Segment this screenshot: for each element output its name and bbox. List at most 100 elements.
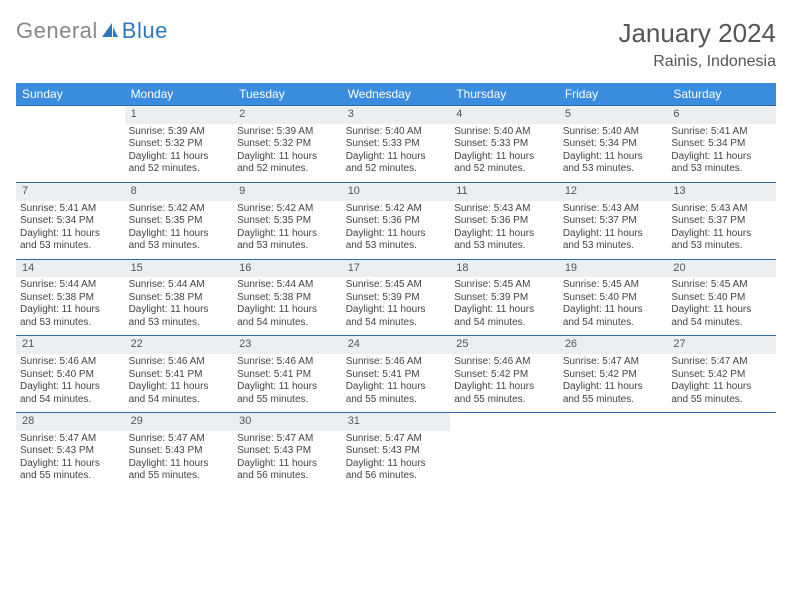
day-number-cell: 26 bbox=[559, 336, 668, 354]
daylight-text: Daylight: 11 hours bbox=[454, 151, 555, 164]
daylight-text-2: and 56 minutes. bbox=[237, 470, 338, 483]
day-data-cell: Sunrise: 5:47 AMSunset: 5:42 PMDaylight:… bbox=[667, 354, 776, 413]
day-number-cell: 17 bbox=[342, 259, 451, 277]
sunrise-text: Sunrise: 5:47 AM bbox=[237, 433, 338, 446]
day-data-cell: Sunrise: 5:39 AMSunset: 5:32 PMDaylight:… bbox=[125, 124, 234, 183]
day-data-cell: Sunrise: 5:45 AMSunset: 5:40 PMDaylight:… bbox=[667, 277, 776, 336]
sunset-text: Sunset: 5:38 PM bbox=[129, 292, 230, 305]
daylight-text: Daylight: 11 hours bbox=[237, 228, 338, 241]
sunrise-text: Sunrise: 5:43 AM bbox=[671, 203, 772, 216]
sunset-text: Sunset: 5:33 PM bbox=[454, 138, 555, 151]
day-data-row: Sunrise: 5:46 AMSunset: 5:40 PMDaylight:… bbox=[16, 354, 776, 413]
day-data-cell bbox=[667, 431, 776, 489]
day-data-cell: Sunrise: 5:41 AMSunset: 5:34 PMDaylight:… bbox=[16, 201, 125, 260]
daylight-text: Daylight: 11 hours bbox=[129, 151, 230, 164]
sunrise-text: Sunrise: 5:45 AM bbox=[671, 279, 772, 292]
logo-text-general: General bbox=[16, 18, 98, 44]
day-number-cell: 28 bbox=[16, 413, 125, 431]
daylight-text: Daylight: 11 hours bbox=[237, 381, 338, 394]
day-data-cell: Sunrise: 5:46 AMSunset: 5:41 PMDaylight:… bbox=[342, 354, 451, 413]
day-number-cell: 18 bbox=[450, 259, 559, 277]
daylight-text: Daylight: 11 hours bbox=[237, 151, 338, 164]
weekday-header: Tuesday bbox=[233, 83, 342, 106]
day-data-cell: Sunrise: 5:47 AMSunset: 5:43 PMDaylight:… bbox=[16, 431, 125, 489]
sunset-text: Sunset: 5:43 PM bbox=[346, 445, 447, 458]
day-data-cell: Sunrise: 5:46 AMSunset: 5:41 PMDaylight:… bbox=[125, 354, 234, 413]
daylight-text-2: and 53 minutes. bbox=[129, 317, 230, 330]
day-number-row: 21222324252627 bbox=[16, 336, 776, 354]
day-data-cell: Sunrise: 5:43 AMSunset: 5:37 PMDaylight:… bbox=[559, 201, 668, 260]
day-number-cell bbox=[16, 106, 125, 124]
daylight-text-2: and 54 minutes. bbox=[671, 317, 772, 330]
day-number-cell: 14 bbox=[16, 259, 125, 277]
sunrise-text: Sunrise: 5:46 AM bbox=[237, 356, 338, 369]
daylight-text-2: and 53 minutes. bbox=[20, 317, 121, 330]
daylight-text: Daylight: 11 hours bbox=[129, 458, 230, 471]
daylight-text-2: and 53 minutes. bbox=[237, 240, 338, 253]
sunrise-text: Sunrise: 5:46 AM bbox=[129, 356, 230, 369]
day-data-cell bbox=[450, 431, 559, 489]
day-data-cell bbox=[559, 431, 668, 489]
sunset-text: Sunset: 5:38 PM bbox=[20, 292, 121, 305]
weekday-header: Wednesday bbox=[342, 83, 451, 106]
sunrise-text: Sunrise: 5:45 AM bbox=[563, 279, 664, 292]
sunset-text: Sunset: 5:41 PM bbox=[346, 369, 447, 382]
day-data-cell: Sunrise: 5:47 AMSunset: 5:43 PMDaylight:… bbox=[233, 431, 342, 489]
day-data-cell: Sunrise: 5:46 AMSunset: 5:42 PMDaylight:… bbox=[450, 354, 559, 413]
daylight-text: Daylight: 11 hours bbox=[563, 228, 664, 241]
day-data-row: Sunrise: 5:47 AMSunset: 5:43 PMDaylight:… bbox=[16, 431, 776, 489]
daylight-text: Daylight: 11 hours bbox=[346, 151, 447, 164]
day-number-cell bbox=[450, 413, 559, 431]
daylight-text-2: and 55 minutes. bbox=[20, 470, 121, 483]
weekday-header: Friday bbox=[559, 83, 668, 106]
daylight-text: Daylight: 11 hours bbox=[129, 228, 230, 241]
daylight-text: Daylight: 11 hours bbox=[20, 228, 121, 241]
sunrise-text: Sunrise: 5:47 AM bbox=[671, 356, 772, 369]
daylight-text: Daylight: 11 hours bbox=[454, 228, 555, 241]
daylight-text-2: and 53 minutes. bbox=[671, 163, 772, 176]
day-data-cell: Sunrise: 5:43 AMSunset: 5:36 PMDaylight:… bbox=[450, 201, 559, 260]
day-number-cell: 15 bbox=[125, 259, 234, 277]
sunset-text: Sunset: 5:43 PM bbox=[129, 445, 230, 458]
sunset-text: Sunset: 5:40 PM bbox=[671, 292, 772, 305]
day-data-cell: Sunrise: 5:45 AMSunset: 5:40 PMDaylight:… bbox=[559, 277, 668, 336]
sunrise-text: Sunrise: 5:39 AM bbox=[237, 126, 338, 139]
sunrise-text: Sunrise: 5:42 AM bbox=[237, 203, 338, 216]
day-data-cell: Sunrise: 5:47 AMSunset: 5:42 PMDaylight:… bbox=[559, 354, 668, 413]
daylight-text-2: and 55 minutes. bbox=[454, 394, 555, 407]
daylight-text: Daylight: 11 hours bbox=[346, 304, 447, 317]
day-data-cell: Sunrise: 5:47 AMSunset: 5:43 PMDaylight:… bbox=[342, 431, 451, 489]
day-data-cell: Sunrise: 5:45 AMSunset: 5:39 PMDaylight:… bbox=[450, 277, 559, 336]
sunrise-text: Sunrise: 5:45 AM bbox=[454, 279, 555, 292]
sunrise-text: Sunrise: 5:40 AM bbox=[454, 126, 555, 139]
sunrise-text: Sunrise: 5:42 AM bbox=[129, 203, 230, 216]
header: General Blue January 2024 Rainis, Indone… bbox=[16, 18, 776, 71]
daylight-text-2: and 53 minutes. bbox=[671, 240, 772, 253]
day-number-cell bbox=[559, 413, 668, 431]
sunset-text: Sunset: 5:34 PM bbox=[20, 215, 121, 228]
day-number-cell: 7 bbox=[16, 182, 125, 200]
day-number-cell: 12 bbox=[559, 182, 668, 200]
day-number-row: 14151617181920 bbox=[16, 259, 776, 277]
sunset-text: Sunset: 5:39 PM bbox=[454, 292, 555, 305]
day-number-cell: 6 bbox=[667, 106, 776, 124]
day-number-cell: 9 bbox=[233, 182, 342, 200]
day-data-cell: Sunrise: 5:45 AMSunset: 5:39 PMDaylight:… bbox=[342, 277, 451, 336]
day-data-cell: Sunrise: 5:39 AMSunset: 5:32 PMDaylight:… bbox=[233, 124, 342, 183]
sunset-text: Sunset: 5:42 PM bbox=[671, 369, 772, 382]
weekday-header: Saturday bbox=[667, 83, 776, 106]
sunset-text: Sunset: 5:42 PM bbox=[563, 369, 664, 382]
daylight-text: Daylight: 11 hours bbox=[237, 304, 338, 317]
day-number-cell: 8 bbox=[125, 182, 234, 200]
daylight-text-2: and 54 minutes. bbox=[346, 317, 447, 330]
sunrise-text: Sunrise: 5:46 AM bbox=[346, 356, 447, 369]
daylight-text: Daylight: 11 hours bbox=[671, 151, 772, 164]
daylight-text-2: and 55 minutes. bbox=[671, 394, 772, 407]
logo-text-blue: Blue bbox=[122, 18, 168, 44]
sunset-text: Sunset: 5:38 PM bbox=[237, 292, 338, 305]
day-data-cell: Sunrise: 5:47 AMSunset: 5:43 PMDaylight:… bbox=[125, 431, 234, 489]
day-data-cell bbox=[16, 124, 125, 183]
daylight-text-2: and 55 minutes. bbox=[346, 394, 447, 407]
day-data-cell: Sunrise: 5:44 AMSunset: 5:38 PMDaylight:… bbox=[125, 277, 234, 336]
day-number-cell: 30 bbox=[233, 413, 342, 431]
